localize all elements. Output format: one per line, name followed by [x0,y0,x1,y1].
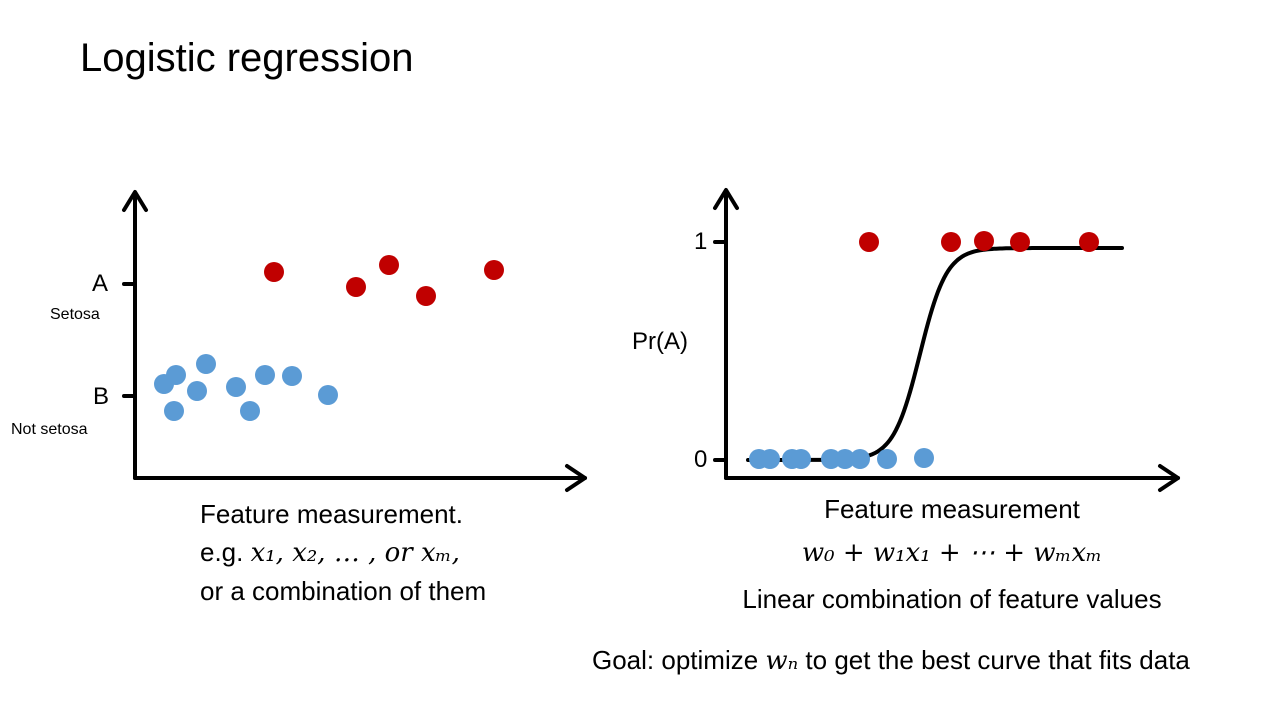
class-b-point [850,449,870,469]
not-setosa-point [282,366,302,386]
left-y-arrowhead [122,190,148,212]
left-axes [122,190,587,492]
left-tick-sublabel-setosa: Setosa [50,306,100,323]
left-tick-label-a: A [92,270,109,297]
class-b-point [760,449,780,469]
setosa-point [346,277,366,297]
not-setosa-point [187,381,207,401]
left-x-arrowhead [565,464,587,492]
right-tick-label-1: 1 [694,228,708,255]
not-setosa-point [226,377,246,397]
right-formula: w₀ + w₁x₁ + ⋯ + wₘxₘ [801,538,1103,568]
setosa-point [379,255,399,275]
class-b-point [791,449,811,469]
class-a-point [1010,232,1030,252]
not-setosa-point [166,365,186,385]
class-b-point [914,448,934,468]
setosa-point [264,262,284,282]
left-tick-sublabel-not-setosa: Not setosa [11,421,88,438]
not-setosa-point [164,401,184,421]
class-a-point [859,232,879,252]
left-caption: Feature measurement. e.g. x₁, x₂, … , or… [200,495,486,610]
not-setosa-point [240,401,260,421]
goal-weight: wₙ [765,646,799,676]
right-axes [713,188,1180,492]
setosa-points [264,255,504,306]
class-a-points [859,231,1099,252]
left-caption-line3: or a combination of them [200,576,487,606]
class-b-point [835,449,855,469]
class-a-point [974,231,994,251]
left-caption-eg: e.g. [200,537,251,567]
slide-title: Logistic regression [80,36,414,80]
class-a-point [1079,232,1099,252]
class-a-point [941,232,961,252]
goal-suffix: to get the best curve that fits data [798,645,1190,675]
left-caption-line2: e.g. x₁, x₂, … , or xₘ, [200,533,486,572]
sigmoid-curve [746,246,1124,462]
class-b-point [877,449,897,469]
right-tick-label-0: 0 [694,446,708,473]
right-y-axis-label: Pr(A) [632,328,688,355]
right-caption-line1: Feature measurement [824,494,1080,524]
class-b-points [749,448,934,469]
left-tick-label-b: B [93,383,110,410]
not-setosa-point [196,354,216,374]
left-caption-variables: x₁, x₂, … , or xₘ, [250,538,460,568]
class-b-point [821,449,841,469]
right-y-arrowhead [713,188,739,210]
not-setosa-points [154,354,338,421]
goal-statement: Goal: optimize wₙ to get the best curve … [592,645,1190,677]
right-x-arrowhead [1158,464,1180,492]
goal-prefix: Goal: optimize [592,645,766,675]
right-caption-line3: Linear combination of feature values [742,584,1162,614]
setosa-point [416,286,436,306]
left-caption-line1: Feature measurement. [200,499,464,529]
not-setosa-point [255,365,275,385]
not-setosa-point [318,385,338,405]
setosa-point [484,260,504,280]
